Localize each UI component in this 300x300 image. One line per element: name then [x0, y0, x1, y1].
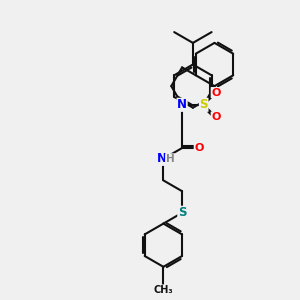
Text: CH₃: CH₃	[154, 285, 173, 295]
Text: N: N	[177, 98, 187, 111]
Text: S: S	[200, 98, 208, 111]
Text: N: N	[157, 152, 167, 165]
Text: O: O	[211, 112, 220, 122]
Text: H: H	[166, 154, 174, 164]
Text: O: O	[194, 143, 204, 153]
Text: O: O	[211, 88, 220, 98]
Text: S: S	[178, 206, 186, 219]
